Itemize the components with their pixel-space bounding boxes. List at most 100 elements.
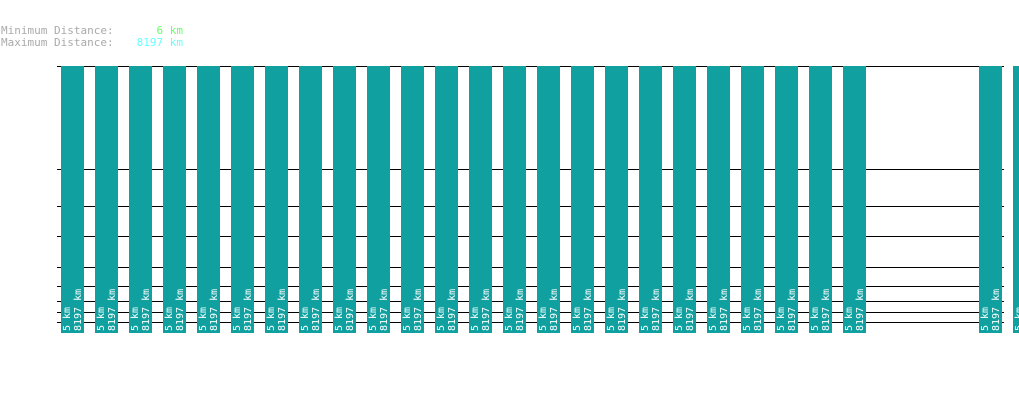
distance-bar [435, 66, 458, 333]
distance-bar [469, 66, 492, 333]
distance-bar [979, 66, 1002, 333]
min-distance-label: Minimum Distance: [1, 24, 114, 37]
distance-stats: Minimum Distance: 6 km Maximum Distance:… [1, 25, 183, 49]
bar-min-label: 5 km [96, 307, 107, 331]
bar-max-label: 8197 km [821, 289, 832, 331]
bar-max-label: 8197 km [515, 289, 526, 331]
distance-bar [1013, 66, 1019, 333]
bar-max-label: 8197 km [277, 289, 288, 331]
bar-min-label: 5 km [742, 307, 753, 331]
bar-max-label: 8197 km [345, 289, 356, 331]
bar-max-label: 8197 km [787, 289, 798, 331]
bar-max-label: 8197 km [991, 289, 1002, 331]
distance-bar [537, 66, 560, 333]
distance-bar [673, 66, 696, 333]
bar-min-label: 5 km [402, 307, 413, 331]
bar-max-label: 8197 km [243, 289, 254, 331]
bar-max-label: 8197 km [617, 289, 628, 331]
distance-bar [61, 66, 84, 333]
bar-max-label: 8197 km [583, 289, 594, 331]
bar-min-label: 5 km [538, 307, 549, 331]
bar-min-label: 5 km [368, 307, 379, 331]
bar-min-label: 5 km [674, 307, 685, 331]
distance-bar [775, 66, 798, 333]
bar-min-label: 5 km [436, 307, 447, 331]
bar-max-label: 8197 km [855, 289, 866, 331]
distance-bar [129, 66, 152, 333]
distance-bar [231, 66, 254, 333]
bar-min-label: 5 km [606, 307, 617, 331]
bar-min-label: 5 km [334, 307, 345, 331]
bar-min-label: 5 km [504, 307, 515, 331]
distance-bar [299, 66, 322, 333]
distance-bar [707, 66, 730, 333]
bar-max-label: 8197 km [549, 289, 560, 331]
distance-bar [843, 66, 866, 333]
min-distance-value: 6 km [156, 24, 184, 37]
bar-min-label: 5 km [232, 307, 243, 331]
max-distance-row: Maximum Distance: 8197 km [1, 37, 183, 49]
distance-bar [95, 66, 118, 333]
max-distance-value: 8197 km [136, 36, 183, 49]
min-distance-row: Minimum Distance: 6 km [1, 25, 183, 37]
bar-max-label: 8197 km [141, 289, 152, 331]
bar-max-label: 8197 km [685, 289, 696, 331]
distance-bar [401, 66, 424, 333]
bar-min-label: 5 km [776, 307, 787, 331]
distance-bar [605, 66, 628, 333]
distance-bar [367, 66, 390, 333]
bar-min-label: 5 km [1014, 307, 1019, 331]
bar-max-label: 8197 km [481, 289, 492, 331]
bar-min-label: 5 km [300, 307, 311, 331]
bar-min-label: 5 km [130, 307, 141, 331]
bar-max-label: 8197 km [651, 289, 662, 331]
distance-bar [571, 66, 594, 333]
bar-min-label: 5 km [980, 307, 991, 331]
bar-max-label: 8197 km [107, 289, 118, 331]
distance-bar [163, 66, 186, 333]
bar-min-label: 5 km [470, 307, 481, 331]
distance-bar [639, 66, 662, 333]
bar-max-label: 8197 km [379, 289, 390, 331]
bar-min-label: 5 km [708, 307, 719, 331]
bar-min-label: 5 km [810, 307, 821, 331]
bar-min-label: 5 km [572, 307, 583, 331]
distance-bar [333, 66, 356, 333]
bar-max-label: 8197 km [413, 289, 424, 331]
distance-bar [809, 66, 832, 333]
bar-min-label: 5 km [198, 307, 209, 331]
bar-min-label: 5 km [844, 307, 855, 331]
bar-max-label: 8197 km [73, 289, 84, 331]
bar-max-label: 8197 km [311, 289, 322, 331]
bar-min-label: 5 km [62, 307, 73, 331]
bar-max-label: 8197 km [753, 289, 764, 331]
bar-max-label: 8197 km [719, 289, 730, 331]
distance-bar [503, 66, 526, 333]
max-distance-label: Maximum Distance: [1, 36, 114, 49]
bar-min-label: 5 km [640, 307, 651, 331]
distance-bar [197, 66, 220, 333]
